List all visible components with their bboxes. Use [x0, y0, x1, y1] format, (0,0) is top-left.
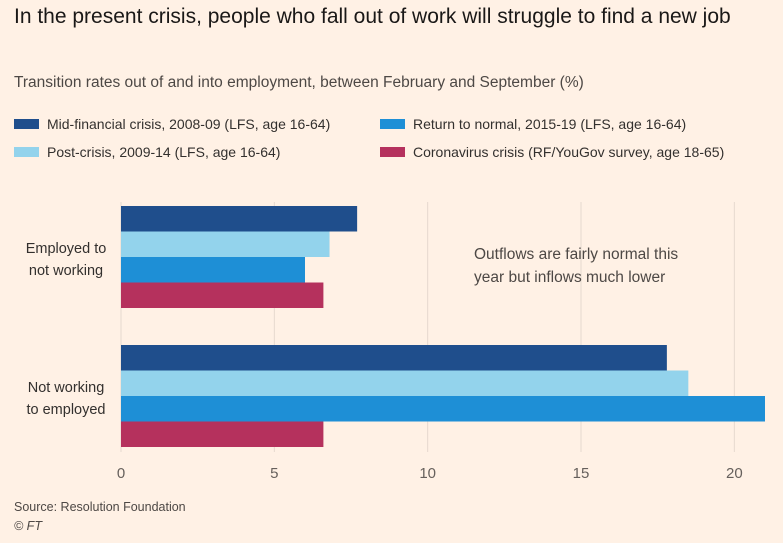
x-tick-label: 0 — [117, 465, 125, 482]
legend-swatch — [380, 119, 405, 129]
chart-subtitle: Transition rates out of and into employm… — [14, 74, 584, 91]
bar — [121, 370, 689, 396]
bar — [121, 257, 305, 283]
category-label: to employed — [27, 402, 106, 418]
bar — [121, 231, 330, 257]
legend-item-post-crisis: Post-crisis, 2009-14 (LFS, age 16-64) — [14, 144, 280, 160]
legend-swatch — [380, 147, 405, 157]
category-label: not working — [29, 263, 103, 279]
legend-item-return-to-normal: Return to normal, 2015-19 (LFS, age 16-6… — [380, 116, 686, 132]
x-tick-label: 10 — [419, 465, 436, 482]
legend-label: Coronavirus crisis (RF/YouGov survey, ag… — [413, 144, 725, 160]
bar — [121, 421, 324, 447]
category-label: Employed to — [26, 241, 107, 257]
bar — [121, 345, 667, 371]
bar — [121, 282, 324, 308]
category-label: Not working — [28, 380, 105, 396]
legend-swatch — [14, 119, 39, 129]
bar-chart: 0 5 10 15 20 Employed to not working Not workin… — [26, 202, 765, 482]
bar — [121, 206, 358, 232]
x-tick-label: 20 — [726, 465, 743, 482]
legend-label: Mid-financial crisis, 2008-09 (LFS, age … — [47, 116, 331, 132]
legend-item-coronavirus-crisis: Coronavirus crisis (RF/YouGov survey, ag… — [380, 144, 724, 160]
bar — [121, 396, 765, 422]
copyright-note: © FT — [14, 519, 42, 533]
legend-label: Return to normal, 2015-19 (LFS, age 16-6… — [413, 116, 687, 132]
annotation-text: year but inflows much lower — [474, 269, 665, 286]
source-note: Source: Resolution Foundation — [14, 500, 186, 514]
x-tick-label: 15 — [573, 465, 590, 482]
x-tick-label: 5 — [270, 465, 278, 482]
legend-item-mid-financial-crisis: Mid-financial crisis, 2008-09 (LFS, age … — [14, 116, 330, 132]
legend-label: Post-crisis, 2009-14 (LFS, age 16-64) — [47, 144, 281, 160]
legend-swatch — [14, 147, 39, 157]
chart-title: In the present crisis, people who fall o… — [14, 5, 731, 28]
annotation-text: Outflows are fairly normal this — [474, 246, 678, 263]
